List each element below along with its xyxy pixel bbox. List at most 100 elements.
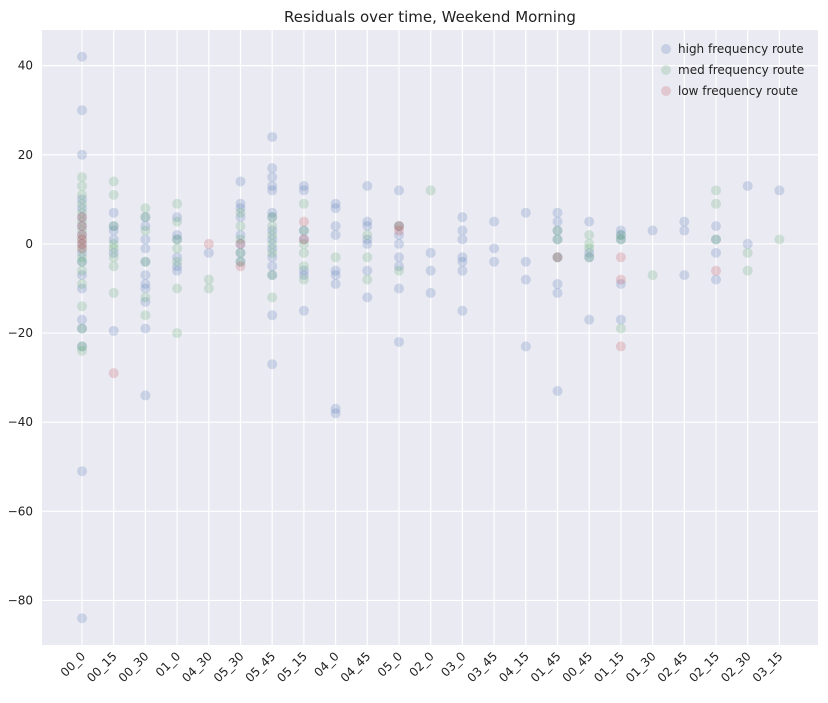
data-point (235, 256, 246, 267)
data-point (552, 225, 563, 236)
data-point (457, 212, 468, 223)
data-point (394, 221, 404, 232)
data-point (267, 131, 278, 142)
data-point (235, 212, 246, 223)
data-point (298, 247, 309, 258)
data-point (615, 314, 626, 325)
data-point (108, 261, 119, 272)
data-point (742, 265, 753, 276)
data-point (425, 265, 436, 276)
data-point (108, 238, 119, 249)
data-point (235, 234, 246, 245)
data-point (77, 301, 87, 312)
x-tick-label: 04_15 (496, 649, 532, 685)
data-point (140, 279, 151, 290)
data-point (330, 408, 341, 419)
data-point (235, 247, 246, 258)
data-point (108, 221, 119, 232)
data-point (140, 221, 151, 232)
y-tick-label: −40 (8, 415, 33, 429)
data-point (77, 189, 87, 200)
data-point (77, 207, 87, 218)
data-point (394, 221, 404, 232)
data-point (742, 180, 753, 191)
data-point (172, 252, 183, 263)
data-point (267, 221, 278, 232)
data-point (298, 198, 309, 209)
data-point (108, 247, 119, 258)
data-point (267, 207, 278, 218)
data-point (77, 270, 87, 281)
data-point (267, 270, 278, 281)
data-point (615, 274, 626, 285)
x-tick-label: 03_45 (464, 649, 500, 685)
data-point (140, 390, 151, 401)
data-point (742, 247, 753, 258)
x-tick-label: 05_0 (375, 649, 405, 679)
data-point (77, 252, 87, 263)
data-point (203, 238, 214, 249)
chart-title: Residuals over time, Weekend Morning (284, 8, 576, 26)
data-point (298, 180, 309, 191)
data-point (77, 212, 87, 223)
data-point (362, 180, 373, 191)
data-point (108, 368, 119, 379)
data-point (330, 230, 341, 240)
legend-marker (661, 44, 671, 54)
data-point (362, 216, 373, 227)
data-point (267, 212, 278, 223)
data-point (552, 207, 563, 218)
x-tick-label: 02_15 (686, 649, 722, 685)
data-point (615, 234, 626, 245)
data-point (298, 234, 309, 245)
data-point (552, 216, 563, 227)
x-tick-label: 00_45 (560, 649, 596, 685)
data-point (425, 247, 436, 258)
data-point (108, 325, 119, 336)
data-point (140, 256, 151, 267)
data-point (235, 221, 246, 232)
legend-label: low frequency route (678, 84, 798, 98)
x-tick-label: 04_30 (179, 649, 215, 685)
data-point (298, 270, 309, 281)
data-point (267, 292, 278, 303)
data-point (298, 265, 309, 276)
data-point (394, 336, 404, 347)
x-tick-label: 02_0 (406, 649, 436, 679)
data-point (172, 198, 183, 209)
x-tick-label: 01_15 (591, 649, 627, 685)
data-point (330, 198, 341, 209)
data-point (77, 238, 87, 249)
data-point (489, 256, 500, 267)
data-point (457, 256, 468, 267)
y-tick-label: −20 (8, 326, 33, 340)
data-point (140, 323, 151, 334)
data-point (615, 341, 626, 352)
legend-label: med frequency route (678, 63, 804, 77)
data-point (394, 185, 404, 196)
data-point (77, 256, 87, 267)
data-point (362, 265, 373, 276)
y-tick-label: −60 (8, 504, 33, 518)
data-point (172, 234, 183, 245)
data-point (77, 230, 87, 240)
data-point (140, 310, 151, 321)
data-point (362, 238, 373, 249)
data-point (77, 212, 87, 223)
data-point (77, 341, 87, 352)
data-point (457, 305, 468, 316)
x-tick-label: 02_45 (655, 649, 691, 685)
data-point (520, 207, 531, 218)
data-point (330, 403, 341, 414)
data-point (298, 225, 309, 236)
data-point (298, 216, 309, 227)
data-point (394, 225, 404, 236)
y-tick-label: −80 (8, 593, 33, 607)
data-point (394, 238, 404, 249)
data-point (394, 230, 404, 240)
data-point (77, 283, 87, 294)
x-tick-label: 05_45 (243, 649, 279, 685)
data-point (330, 265, 341, 276)
data-point (77, 613, 87, 624)
